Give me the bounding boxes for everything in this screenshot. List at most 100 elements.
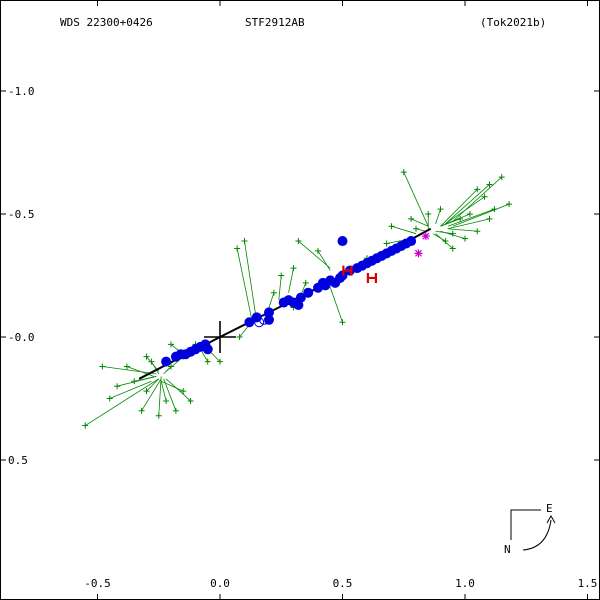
x-tick-label: 1.5 xyxy=(578,577,598,590)
micrometer-point xyxy=(449,245,456,252)
compass-arrowhead-icon xyxy=(546,514,556,524)
micrometer-residual-line xyxy=(452,203,510,227)
micrometer-residual-line xyxy=(146,378,160,392)
micrometer-residual-line xyxy=(268,292,275,308)
speckle-series xyxy=(161,236,417,367)
y-tick-label: 0.5 xyxy=(8,454,28,467)
speckle-point xyxy=(303,287,314,298)
micrometer-point xyxy=(486,181,493,188)
micrometer-residual-line xyxy=(161,380,184,392)
compass-east-label: E xyxy=(546,502,553,515)
compass-arrow xyxy=(522,519,552,551)
micrometer-residual-line xyxy=(447,228,478,232)
micrometer-residual-line xyxy=(102,366,157,375)
hipparcos-series xyxy=(342,265,377,283)
micrometer-point xyxy=(474,186,481,193)
micrometer-residual-line xyxy=(134,375,157,382)
header-right: (Tok2021b) xyxy=(480,16,546,29)
micrometer-point xyxy=(204,358,211,365)
x-tick-label: -0.5 xyxy=(84,577,111,590)
micrometer-residual-line xyxy=(432,233,446,242)
micrometer-residual-line xyxy=(298,240,331,269)
micrometer-residual-line xyxy=(109,380,152,399)
micrometer-point xyxy=(486,215,493,222)
micrometer-point xyxy=(155,412,162,419)
speckle-point xyxy=(406,236,417,247)
y-tick-label: -0.5 xyxy=(8,208,35,221)
y-tick-label: -1.0 xyxy=(8,85,35,98)
micrometer-residual-line xyxy=(391,225,417,235)
micrometer-residual-line xyxy=(445,184,490,225)
recent-series xyxy=(414,232,430,258)
micrometer-point xyxy=(163,397,170,404)
micrometer-residual-line xyxy=(244,241,258,323)
x-tick-label: 0.0 xyxy=(210,577,230,590)
micrometer-point xyxy=(106,395,113,402)
micrometer-point xyxy=(425,211,432,217)
micrometer-point xyxy=(295,238,302,245)
micrometer-point xyxy=(383,240,390,247)
speckle-point xyxy=(337,236,348,247)
micrometer-point xyxy=(278,272,285,279)
micrometer-point xyxy=(168,341,174,348)
speckle-point xyxy=(202,344,213,355)
micrometer-point xyxy=(462,235,468,242)
header-center: STF2912AB xyxy=(245,16,305,29)
micrometer-point xyxy=(388,223,395,230)
micrometer-point xyxy=(217,358,223,365)
micrometer-point xyxy=(290,265,297,272)
micrometer-point xyxy=(302,279,309,286)
micrometer-point xyxy=(148,358,155,365)
compass-frame xyxy=(510,509,541,540)
micrometer-residual-line xyxy=(452,176,503,222)
speckle-open-point xyxy=(254,317,265,328)
micrometer-residual-line xyxy=(165,378,191,402)
compass-north-label: N xyxy=(504,543,511,556)
micrometer-point xyxy=(442,238,449,245)
micrometer-point xyxy=(131,378,138,385)
micrometer-residual-line xyxy=(403,172,429,227)
micrometer-point xyxy=(449,230,456,237)
micrometer-residual-line xyxy=(236,248,253,320)
micrometer-residual-line xyxy=(317,250,331,271)
y-tick-label: -0.0 xyxy=(8,331,35,344)
micrometer-residual-line xyxy=(158,376,162,416)
speckle-point xyxy=(244,317,255,328)
micrometer-point xyxy=(168,363,174,370)
micrometer-point xyxy=(491,206,498,213)
micrometer-point xyxy=(408,215,415,222)
micrometer-residual-line xyxy=(288,268,294,293)
hipparcos-point xyxy=(342,265,353,276)
header-left: WDS 22300+0426 xyxy=(60,16,153,29)
micrometer-point xyxy=(481,193,488,200)
micrometer-point xyxy=(82,422,89,429)
micrometer-residual-line xyxy=(85,378,159,426)
micrometer-residual-line xyxy=(447,208,495,227)
micrometer-point xyxy=(114,383,121,390)
compass: E N xyxy=(504,502,556,556)
micrometer-point xyxy=(474,228,481,235)
micrometer-point xyxy=(187,397,194,404)
micrometer-point xyxy=(138,407,145,414)
micrometer-residual-line xyxy=(410,218,429,227)
micrometer-residual-line xyxy=(445,196,485,225)
primary-star-cross xyxy=(204,321,236,353)
hipparcos-point xyxy=(366,272,377,283)
micrometer-point xyxy=(143,353,150,360)
micrometer-point xyxy=(437,206,444,213)
speckle-open-point xyxy=(259,314,270,325)
micrometer-residual-line xyxy=(435,208,441,224)
micrometer-residual-line xyxy=(447,218,490,230)
micrometer-point xyxy=(99,363,106,370)
micrometer-residual-line xyxy=(141,378,162,412)
x-tick-label: 1.0 xyxy=(455,577,475,590)
micrometer-point xyxy=(506,201,513,208)
micrometer-point xyxy=(413,225,419,232)
micrometer-point xyxy=(123,363,130,370)
micrometer-point xyxy=(143,388,150,395)
micrometer-point xyxy=(270,289,277,296)
primary-star-marker xyxy=(204,321,236,353)
micrometer-point xyxy=(241,238,248,245)
micrometer-point xyxy=(315,247,321,254)
